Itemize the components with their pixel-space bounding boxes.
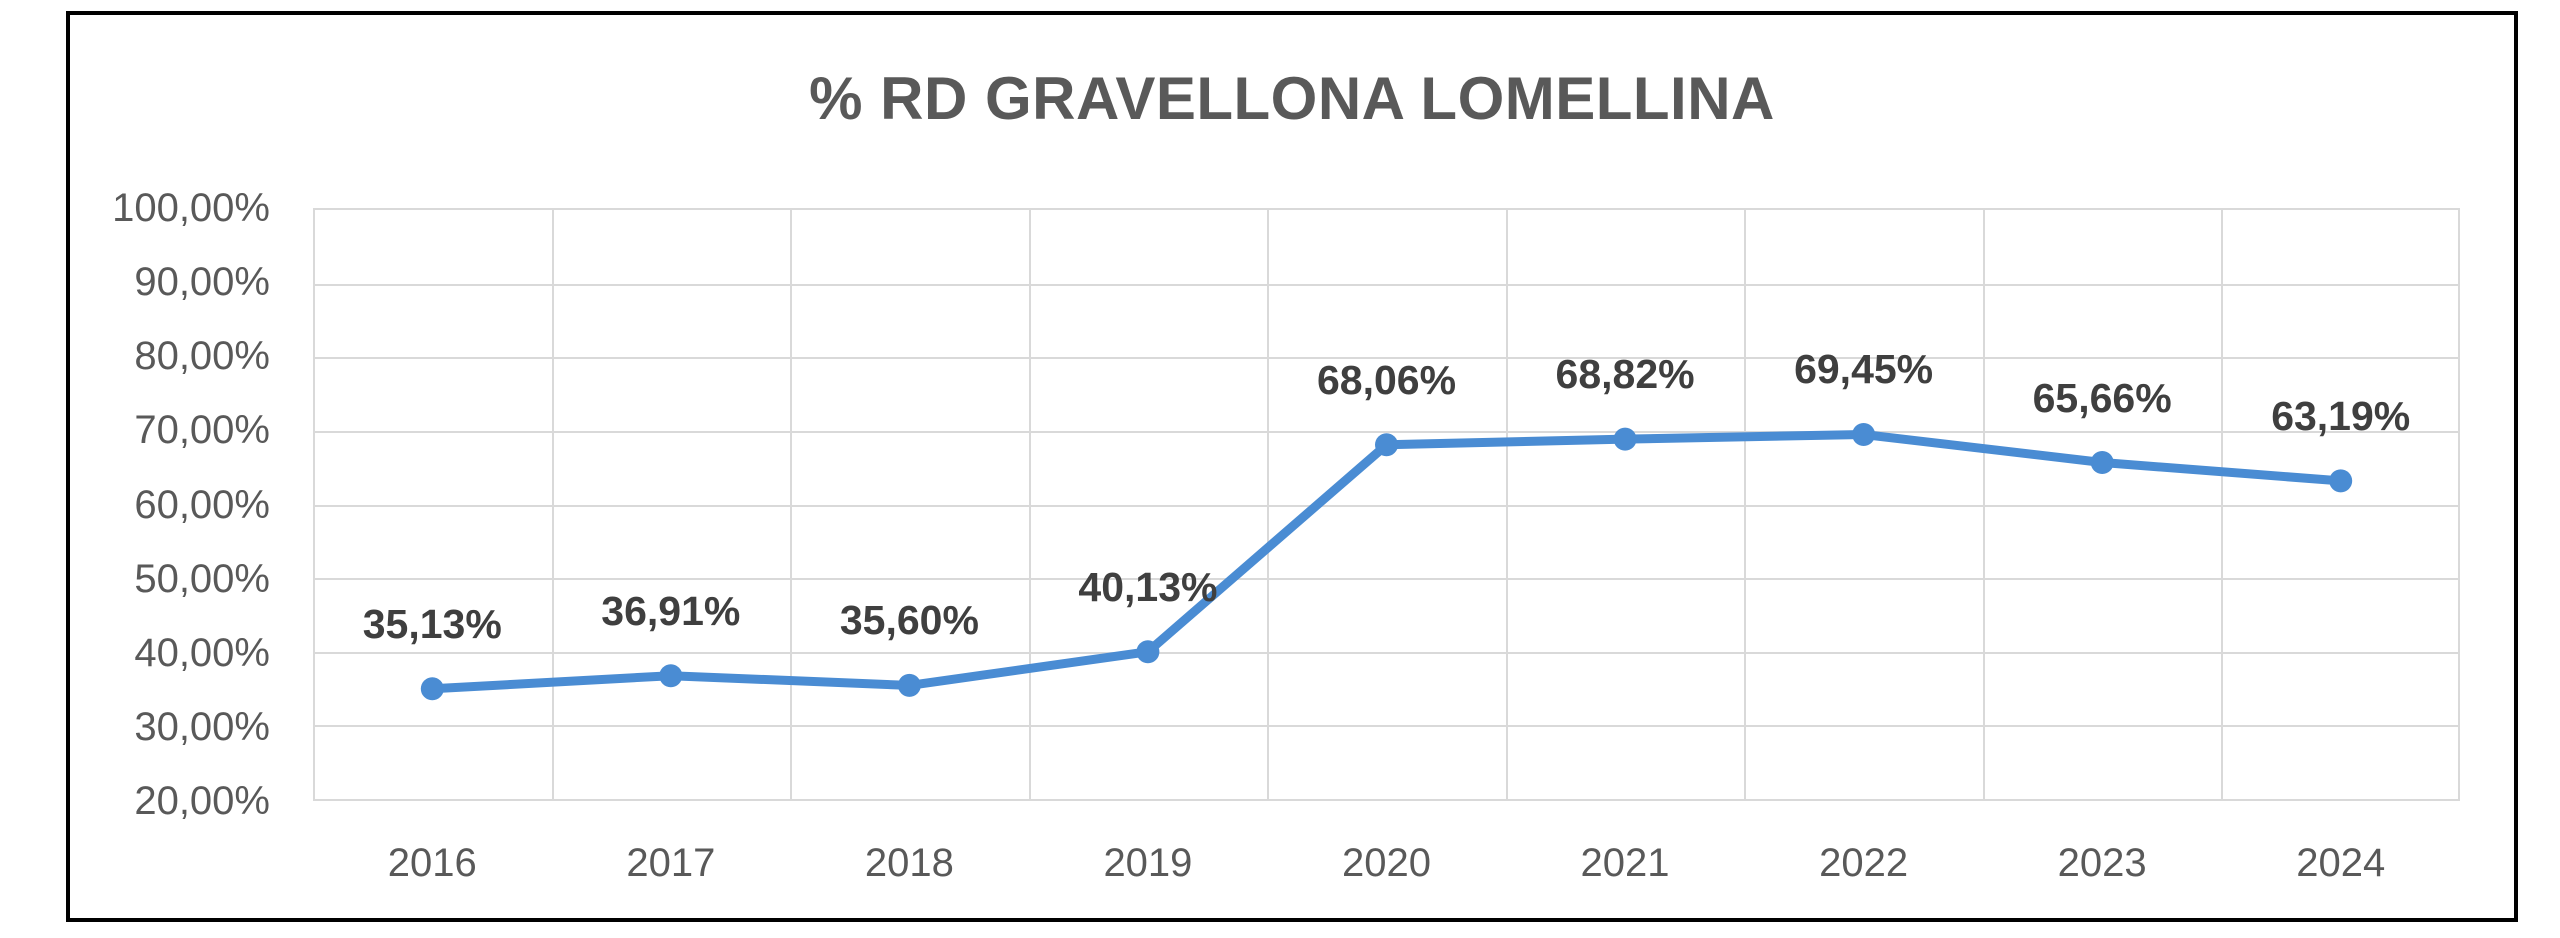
data-point-marker bbox=[1852, 423, 1876, 446]
x-axis-tick-label: 2017 bbox=[626, 841, 716, 885]
vertical-gridline bbox=[551, 210, 554, 799]
x-axis-tick-label: 2016 bbox=[387, 841, 477, 885]
data-label: 35,60% bbox=[839, 597, 979, 644]
data-label: 40,13% bbox=[1078, 563, 1218, 610]
x-axis-tick-label: 2020 bbox=[1342, 841, 1431, 885]
vertical-gridline bbox=[1744, 210, 1747, 799]
y-axis-tick-label: 40,00% bbox=[134, 630, 270, 675]
data-point-marker bbox=[2329, 469, 2353, 493]
data-point-marker bbox=[1375, 433, 1398, 457]
vertical-gridline bbox=[1982, 210, 1985, 799]
horizontal-gridline bbox=[315, 651, 2458, 654]
data-point-marker bbox=[659, 664, 683, 688]
chart-title: % RD GRAVELLONA LOMELLINA bbox=[809, 65, 1775, 132]
data-label: 63,19% bbox=[2271, 392, 2411, 439]
data-point-marker bbox=[1136, 640, 1160, 664]
data-label: 69,45% bbox=[1794, 346, 1934, 393]
y-axis-tick-label: 100,00% bbox=[112, 186, 270, 230]
vertical-gridline bbox=[1028, 210, 1031, 799]
y-axis-tick-label: 30,00% bbox=[134, 704, 270, 749]
horizontal-gridline bbox=[315, 578, 2458, 581]
data-label: 36,91% bbox=[601, 587, 741, 634]
data-label: 68,06% bbox=[1316, 356, 1457, 403]
y-axis-tick-label: 20,00% bbox=[134, 779, 270, 823]
horizontal-gridline bbox=[315, 283, 2458, 286]
y-axis-tick-label: 50,00% bbox=[134, 556, 270, 601]
data-point-marker bbox=[420, 677, 444, 701]
x-axis-tick-label: 2022 bbox=[1819, 841, 1909, 885]
x-axis-tick-label: 2024 bbox=[2296, 841, 2386, 885]
x-axis-tick-label: 2019 bbox=[1103, 841, 1193, 885]
data-label: 35,13% bbox=[362, 600, 502, 647]
data-label: 65,66% bbox=[2032, 374, 2172, 421]
data-point-marker bbox=[897, 673, 921, 697]
x-axis-tick-label: 2023 bbox=[2057, 841, 2147, 885]
y-axis-tick-label: 80,00% bbox=[134, 334, 270, 379]
y-axis-tick-label: 60,00% bbox=[134, 482, 270, 527]
vertical-gridline bbox=[1267, 210, 1270, 799]
data-point-marker bbox=[1613, 427, 1637, 451]
plot-area bbox=[313, 208, 2460, 801]
horizontal-gridline bbox=[315, 725, 2458, 728]
horizontal-gridline bbox=[315, 357, 2458, 360]
y-axis-tick-label: 90,00% bbox=[134, 260, 270, 305]
horizontal-gridline bbox=[315, 504, 2458, 507]
chart-frame: % RD GRAVELLONA LOMELLINA 100,00% 90,00% 8… bbox=[66, 11, 2518, 922]
data-point-marker bbox=[2090, 451, 2114, 474]
x-axis-tick-label: 2021 bbox=[1580, 841, 1670, 885]
data-label: 68,82% bbox=[1555, 351, 1695, 398]
vertical-gridline bbox=[1505, 210, 1508, 799]
vertical-gridline bbox=[2221, 210, 2224, 799]
vertical-gridline bbox=[790, 210, 793, 799]
x-axis-tick-label: 2018 bbox=[864, 841, 954, 885]
horizontal-gridline bbox=[315, 430, 2458, 433]
y-axis-tick-label: 70,00% bbox=[134, 408, 270, 453]
series-line bbox=[427, 430, 2346, 694]
line-series-svg bbox=[420, 423, 2353, 701]
